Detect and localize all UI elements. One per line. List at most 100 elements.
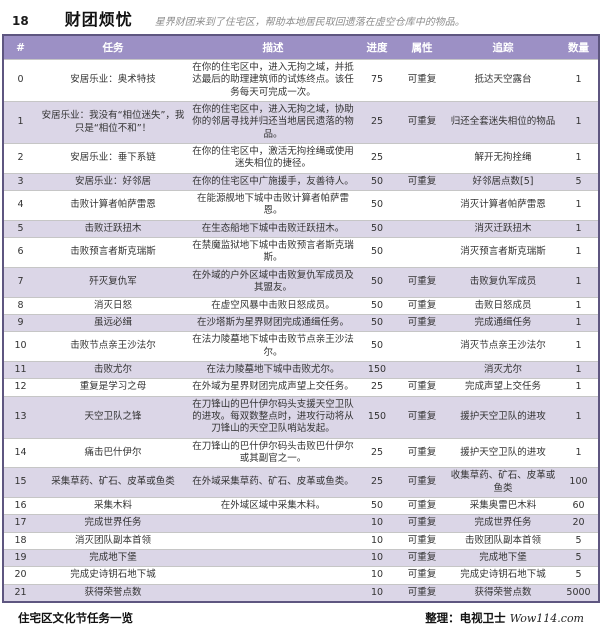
cell-task: 歼灭复仇军 (37, 266, 189, 297)
cell-task: 安居乐业：奥术特技 (37, 58, 189, 102)
cell-index: 16 (3, 496, 37, 515)
cell-task: 痛击巴什伊尔 (37, 437, 189, 468)
cell-qty: 100 (559, 467, 599, 498)
cell-qty: 1 (559, 58, 599, 102)
cell-track: 完成世界任务 (447, 514, 559, 533)
table-row: 9 虽远必缉 在沙塔斯为星界财团完成通缉任务。 50 可重复 完成通缉任务 1 (3, 313, 599, 332)
header-row: # 任务 描述 进度 属性 追踪 数量 (3, 35, 599, 60)
cell-desc: 在你的住宅区中，激活无拘拴绳或使用迷失相位的捷径。 (189, 143, 357, 174)
cell-index: 8 (3, 296, 37, 315)
table-row: 1 安居乐业：我没有“相位迷失”，我只是“相位不和”！ 在你的住宅区中，进入无拘… (3, 101, 599, 144)
cell-track: 消灭节点亲王沙法尔 (447, 331, 559, 362)
cell-qty: 1 (559, 331, 599, 362)
footer-credit: 整理：电视卫士 Wow114.com (425, 610, 584, 626)
cell-progress: 10 (357, 514, 397, 533)
table-row: 20 完成史诗钥石地下城 10 可重复 完成史诗钥石地下城 5 (3, 566, 599, 585)
table-row: 0 安居乐业：奥术特技 在你的住宅区中，进入无拘之域，并抵达最后的助理建筑师的试… (3, 58, 599, 102)
task-table-body: 0 安居乐业：奥术特技 在你的住宅区中，进入无拘之域，并抵达最后的助理建筑师的试… (3, 58, 599, 603)
footer: 住宅区文化节任务一览 整理：电视卫士 Wow114.com (2, 603, 598, 626)
table-row: 2 安居乐业：垂下系链 在你的住宅区中，激活无拘拴绳或使用迷失相位的捷径。 25… (3, 143, 599, 174)
cell-desc: 在沙塔斯为星界财团完成通缉任务。 (189, 313, 357, 332)
cell-desc: 在生态船地下城中击败迁跃扭木。 (189, 219, 357, 238)
task-table: # 任务 描述 进度 属性 追踪 数量 0 安居乐业：奥术特技 在你的住宅区中，进入无拘之域… (2, 34, 600, 604)
cell-task: 消灭团队副本首领 (37, 531, 189, 550)
cell-attr: 可重复 (397, 172, 447, 191)
table-row: 10 击败节点亲王沙法尔 在法力陵墓地下城中击败节点亲王沙法尔。 50 消灭节点… (3, 331, 599, 362)
cell-task: 虽远必缉 (37, 313, 189, 332)
cell-qty: 1 (559, 237, 599, 268)
cell-task: 采集木料 (37, 496, 189, 515)
task-table-head: # 任务 描述 进度 属性 追踪 数量 (3, 35, 599, 60)
cell-index: 7 (3, 266, 37, 297)
cell-task: 击败迁跃扭木 (37, 219, 189, 238)
cell-progress: 50 (357, 237, 397, 268)
cell-qty: 5000 (559, 583, 599, 603)
cell-progress: 10 (357, 583, 397, 603)
cell-attr (397, 360, 447, 379)
table-row: 15 采集草药、矿石、皮革或鱼类 在外域采集草药、矿石、皮革或鱼类。 25 可重… (3, 467, 599, 498)
cell-task: 重复是学习之母 (37, 378, 189, 397)
cell-desc: 在法力陵墓地下城中击败尤尔。 (189, 360, 357, 379)
cell-desc (189, 514, 357, 533)
cell-attr: 可重复 (397, 467, 447, 498)
cell-progress: 50 (357, 266, 397, 297)
cell-index: 3 (3, 172, 37, 191)
cell-track: 归还全套迷失相位的物品 (447, 101, 559, 144)
cell-progress: 10 (357, 566, 397, 585)
cell-desc: 在外域为星界财团完成声望上交任务。 (189, 378, 357, 397)
cell-task: 完成地下堡 (37, 548, 189, 567)
cell-progress: 10 (357, 531, 397, 550)
cell-attr (397, 219, 447, 238)
cell-index: 15 (3, 467, 37, 498)
cell-desc: 在你的住宅区中，进入无拘之域，并抵达最后的助理建筑师的试炼终点。该任务每天可完成… (189, 58, 357, 102)
cell-index: 0 (3, 58, 37, 102)
cell-desc (189, 583, 357, 603)
cell-index: 1 (3, 101, 37, 144)
table-row: 7 歼灭复仇军 在外域的户外区域中击败复仇军成员及其盟友。 50 可重复 击败复… (3, 266, 599, 297)
title-bar: 18 财团烦忧 星界财团来到了住宅区，帮助本地居民取回遗落在虚空仓库中的物品。 (2, 3, 598, 34)
cell-progress: 50 (357, 496, 397, 515)
cell-track: 消灭预言者斯克瑞斯 (447, 237, 559, 268)
cell-track: 获得荣誉点数 (447, 583, 559, 603)
cell-qty: 60 (559, 496, 599, 515)
cell-attr: 可重复 (397, 437, 447, 468)
table-row: 11 击败尤尔 在法力陵墓地下城中击败尤尔。 150 消灭尤尔 1 (3, 360, 599, 379)
cell-attr (397, 143, 447, 174)
cell-index: 18 (3, 531, 37, 550)
cell-track: 采集奥雷巴木料 (447, 496, 559, 515)
cell-attr: 可重复 (397, 313, 447, 332)
cell-progress: 75 (357, 58, 397, 102)
cell-track: 击败日怒成员 (447, 296, 559, 315)
table-row: 19 完成地下堡 10 可重复 完成地下堡 5 (3, 548, 599, 567)
cell-task: 获得荣誉点数 (37, 583, 189, 603)
cell-progress: 25 (357, 101, 397, 144)
column-header-2: 描述 (189, 35, 357, 60)
cell-task: 安居乐业：我没有“相位迷失”，我只是“相位不和”！ (37, 101, 189, 144)
cell-index: 14 (3, 437, 37, 468)
cell-task: 击败节点亲王沙法尔 (37, 331, 189, 362)
cell-index: 13 (3, 395, 37, 439)
cell-desc: 在虚空风暴中击败日怒成员。 (189, 296, 357, 315)
cell-attr: 可重复 (397, 101, 447, 144)
cell-track: 消灭尤尔 (447, 360, 559, 379)
cell-track: 收集草药、矿石、皮革或鱼类 (447, 467, 559, 498)
table-row: 14 痛击巴什伊尔 在刀锋山的巴什伊尔码头击败巴什伊尔或其副官之一。 25 可重… (3, 437, 599, 468)
cell-track: 消灭计算者帕萨雷恩 (447, 190, 559, 221)
cell-progress: 25 (357, 467, 397, 498)
cell-qty: 1 (559, 143, 599, 174)
cell-qty: 1 (559, 219, 599, 238)
table-row: 18 消灭团队副本首领 10 可重复 击败团队副本首领 5 (3, 531, 599, 550)
cell-attr (397, 190, 447, 221)
table-row: 3 安居乐业：好邻居 在你的住宅区中广施援手，友善待人。 50 可重复 好邻居点… (3, 172, 599, 191)
cell-track: 完成通缉任务 (447, 313, 559, 332)
cell-progress: 50 (357, 296, 397, 315)
cell-qty: 20 (559, 514, 599, 533)
cell-index: 4 (3, 190, 37, 221)
cell-index: 2 (3, 143, 37, 174)
cell-qty: 5 (559, 172, 599, 191)
cell-index: 12 (3, 378, 37, 397)
cell-track: 援护天空卫队的进攻 (447, 395, 559, 439)
footer-site-link: Wow114.com (509, 612, 584, 626)
cell-desc: 在刀锋山的巴什伊尔码头支援天空卫队的进攻。每双数整点时，进攻行动将从刀锋山的天空… (189, 395, 357, 439)
cell-desc: 在外域区域中采集木料。 (189, 496, 357, 515)
